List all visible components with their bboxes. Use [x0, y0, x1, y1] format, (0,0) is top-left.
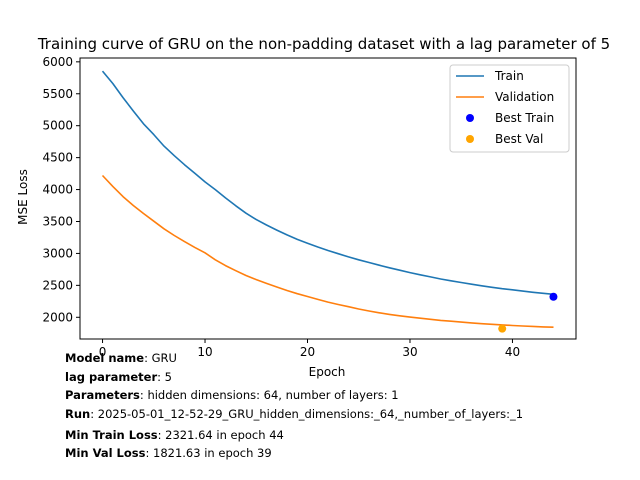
x-tick-label: 40 [505, 345, 520, 359]
info-key: lag parameter [65, 370, 158, 384]
x-axis-ticks: 0 10 20 30 40 [99, 339, 520, 359]
info-value: : 2321.64 in epoch 44 [157, 428, 284, 442]
x-tick-label: 20 [300, 345, 315, 359]
y-tick-label: 2500 [42, 278, 73, 292]
info-run: Run: 2025-05-01_12-52-29_GRU_hidden_dime… [65, 407, 523, 421]
legend-label-validation: Validation [495, 90, 554, 104]
info-value: : GRU [144, 351, 177, 365]
axes-frame [79, 57, 577, 340]
legend-label-best-val: Best Val [495, 132, 543, 146]
x-tick-label: 0 [99, 345, 107, 359]
info-key: Run [65, 407, 91, 421]
info-lag-parameter: lag parameter: 5 [65, 370, 172, 384]
y-tick-label: 5500 [42, 87, 73, 101]
legend-swatch-best-val [466, 135, 474, 143]
info-key: Parameters [65, 388, 140, 402]
plot-markers [498, 292, 558, 333]
legend-label-train: Train [494, 69, 524, 83]
legend-box [449, 64, 570, 153]
x-tick-label: 30 [402, 345, 417, 359]
info-value: : 5 [157, 370, 172, 384]
x-axis-label: Epoch [309, 365, 346, 379]
info-value: : 1821.63 in epoch 39 [145, 446, 272, 460]
y-axis-ticks: 2000 2500 3000 3500 4000 4500 5000 5500 6000 [42, 55, 80, 324]
info-value: : hidden dimensions: 64, number of layer… [139, 388, 399, 402]
y-tick-label: 3000 [42, 246, 73, 260]
info-key: Model name [65, 351, 145, 365]
chart-title: Training curve of GRU on the non-padding… [37, 35, 610, 53]
info-min-val-loss: Min Val Loss: 1821.63 in epoch 39 [65, 446, 272, 460]
info-value: : 2025-05-01_12-52-29_GRU_hidden_dimensi… [90, 407, 524, 421]
marker-best-val [498, 324, 507, 333]
marker-best-train [549, 292, 558, 301]
y-axis-label: MSE Loss [16, 169, 30, 225]
series-line-train [101, 70, 554, 296]
legend-swatch-best-train [466, 114, 474, 122]
legend: Train Validation Best Train Best Val [449, 64, 570, 153]
series-line-validation [101, 174, 554, 328]
info-parameters: Parameters: hidden dimensions: 64, numbe… [65, 388, 399, 402]
y-tick-label: 2000 [42, 310, 73, 324]
y-tick-label: 3500 [42, 214, 73, 228]
x-tick-label: 10 [197, 345, 212, 359]
info-model-name: Model name: GRU [65, 351, 177, 365]
info-min-train-loss: Min Train Loss: 2321.64 in epoch 44 [65, 428, 284, 442]
info-key: Min Train Loss [65, 428, 158, 442]
y-tick-label: 5000 [42, 119, 73, 133]
plot-lines [101, 70, 554, 328]
legend-label-best-train: Best Train [495, 111, 554, 125]
y-tick-label: 4500 [42, 151, 73, 165]
y-tick-label: 4000 [42, 183, 73, 197]
info-key: Min Val Loss [65, 446, 146, 460]
y-tick-label: 6000 [42, 55, 73, 69]
